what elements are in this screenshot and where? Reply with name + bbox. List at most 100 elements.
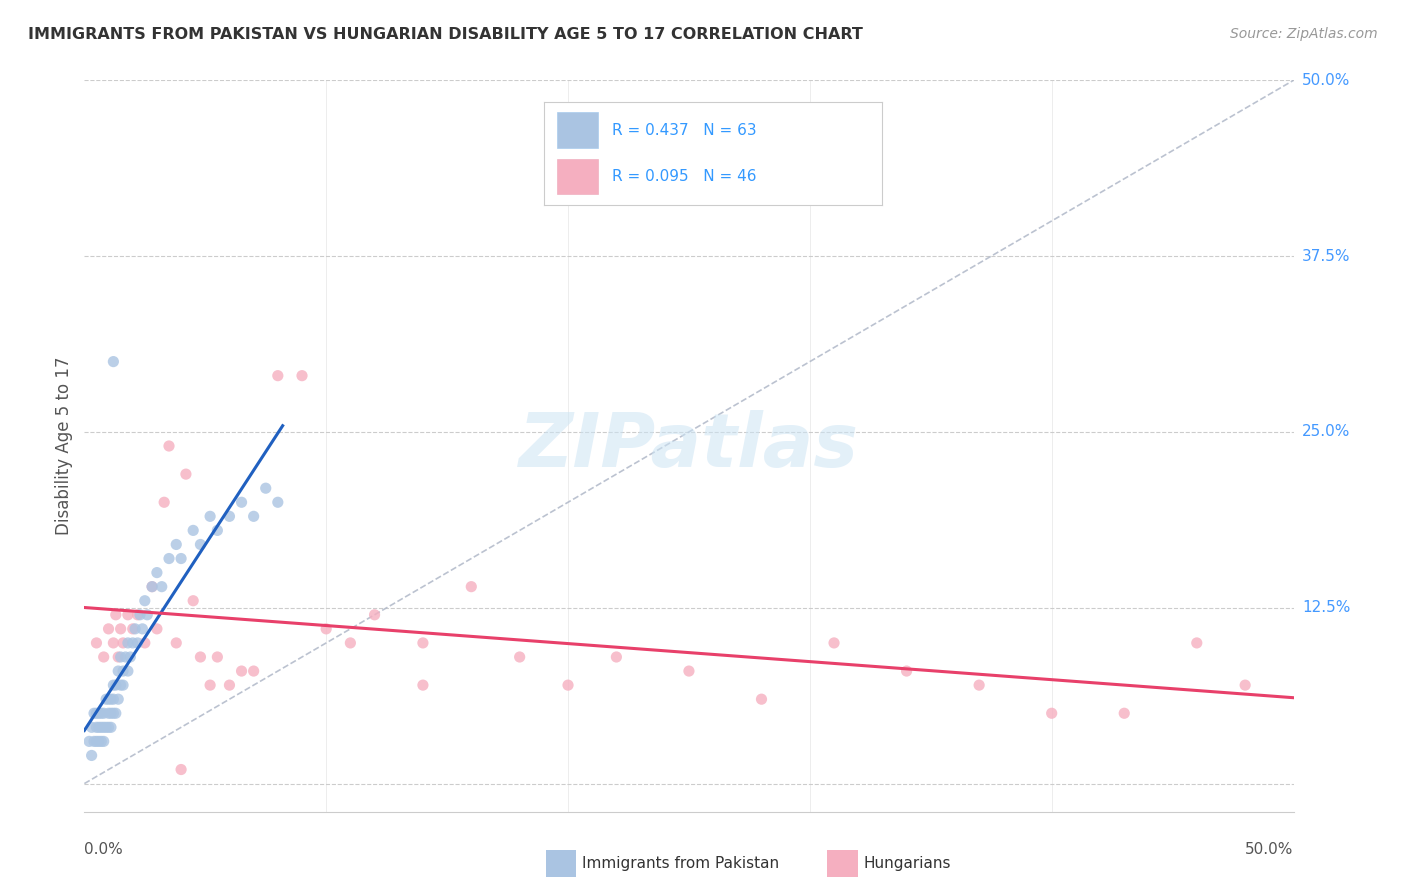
Point bbox=[110, 678, 132, 692]
Point bbox=[823, 636, 845, 650]
Point bbox=[315, 622, 337, 636]
Point bbox=[146, 566, 169, 580]
Text: 0.0%: 0.0% bbox=[84, 842, 124, 857]
Point bbox=[181, 524, 204, 538]
Point bbox=[751, 692, 773, 706]
Point bbox=[100, 706, 122, 721]
Point bbox=[509, 650, 531, 665]
Point bbox=[103, 678, 125, 692]
Point bbox=[80, 720, 103, 734]
Point bbox=[83, 706, 105, 721]
Point bbox=[190, 537, 212, 551]
Bar bbox=[557, 159, 598, 194]
Point bbox=[87, 720, 110, 734]
Point bbox=[136, 607, 159, 622]
Point bbox=[1234, 678, 1257, 692]
Point bbox=[107, 692, 129, 706]
Text: 50.0%: 50.0% bbox=[1302, 73, 1350, 87]
Point bbox=[1114, 706, 1136, 721]
Text: 50.0%: 50.0% bbox=[1246, 842, 1294, 857]
Text: Source: ZipAtlas.com: Source: ZipAtlas.com bbox=[1230, 27, 1378, 41]
Point bbox=[174, 467, 197, 482]
Point bbox=[231, 495, 253, 509]
Point bbox=[87, 734, 110, 748]
Point bbox=[267, 368, 290, 383]
Point bbox=[254, 481, 277, 495]
Point bbox=[121, 622, 143, 636]
Point bbox=[80, 748, 103, 763]
Point bbox=[460, 580, 482, 594]
Point bbox=[557, 678, 579, 692]
Point bbox=[117, 636, 139, 650]
Point bbox=[86, 720, 108, 734]
Point bbox=[117, 607, 139, 622]
Point bbox=[242, 509, 264, 524]
Point bbox=[120, 650, 142, 665]
Point bbox=[605, 650, 627, 665]
Point bbox=[267, 495, 290, 509]
Point bbox=[103, 692, 125, 706]
Point bbox=[218, 678, 240, 692]
Point bbox=[104, 706, 127, 721]
Point bbox=[104, 678, 127, 692]
Y-axis label: Disability Age 5 to 17: Disability Age 5 to 17 bbox=[55, 357, 73, 535]
Point bbox=[207, 524, 229, 538]
Point bbox=[165, 537, 187, 551]
Point bbox=[100, 692, 122, 706]
Point bbox=[1185, 636, 1208, 650]
Point bbox=[412, 636, 434, 650]
Point bbox=[157, 551, 180, 566]
Text: 25.0%: 25.0% bbox=[1302, 425, 1350, 440]
Point bbox=[97, 720, 120, 734]
Point bbox=[100, 720, 122, 734]
Text: IMMIGRANTS FROM PAKISTAN VS HUNGARIAN DISABILITY AGE 5 TO 17 CORRELATION CHART: IMMIGRANTS FROM PAKISTAN VS HUNGARIAN DI… bbox=[28, 27, 863, 42]
Point bbox=[896, 664, 918, 678]
Point bbox=[97, 706, 120, 721]
Point bbox=[231, 664, 253, 678]
Point bbox=[141, 580, 163, 594]
Point bbox=[150, 580, 173, 594]
Point bbox=[86, 636, 108, 650]
Point bbox=[103, 706, 125, 721]
Point bbox=[146, 622, 169, 636]
Point bbox=[93, 706, 115, 721]
Point bbox=[77, 734, 100, 748]
Point bbox=[131, 622, 153, 636]
Point bbox=[112, 678, 135, 692]
Point bbox=[97, 692, 120, 706]
Point bbox=[181, 593, 204, 607]
Point bbox=[170, 763, 193, 777]
Point bbox=[134, 636, 156, 650]
Bar bbox=[557, 112, 598, 148]
Point bbox=[93, 734, 115, 748]
Text: 37.5%: 37.5% bbox=[1302, 249, 1350, 264]
Point bbox=[170, 551, 193, 566]
Point bbox=[94, 692, 117, 706]
Point bbox=[103, 636, 125, 650]
Point bbox=[112, 664, 135, 678]
Point bbox=[141, 580, 163, 594]
Point bbox=[110, 650, 132, 665]
Point bbox=[207, 650, 229, 665]
Point bbox=[291, 368, 314, 383]
Point bbox=[107, 650, 129, 665]
Point bbox=[86, 706, 108, 721]
Text: Hungarians: Hungarians bbox=[863, 856, 950, 871]
Point bbox=[127, 607, 149, 622]
Text: ZIPatlas: ZIPatlas bbox=[519, 409, 859, 483]
Text: Immigrants from Pakistan: Immigrants from Pakistan bbox=[582, 856, 779, 871]
Point bbox=[93, 720, 115, 734]
Point bbox=[90, 734, 112, 748]
Point bbox=[94, 720, 117, 734]
Text: R = 0.095   N = 46: R = 0.095 N = 46 bbox=[612, 169, 756, 185]
Point bbox=[363, 607, 385, 622]
Point bbox=[198, 678, 221, 692]
Text: R = 0.437   N = 63: R = 0.437 N = 63 bbox=[612, 123, 756, 138]
Point bbox=[114, 650, 136, 665]
Point bbox=[678, 664, 700, 678]
Point bbox=[86, 734, 108, 748]
Point bbox=[1040, 706, 1063, 721]
Point bbox=[129, 607, 152, 622]
Point bbox=[190, 650, 212, 665]
Point bbox=[121, 636, 143, 650]
